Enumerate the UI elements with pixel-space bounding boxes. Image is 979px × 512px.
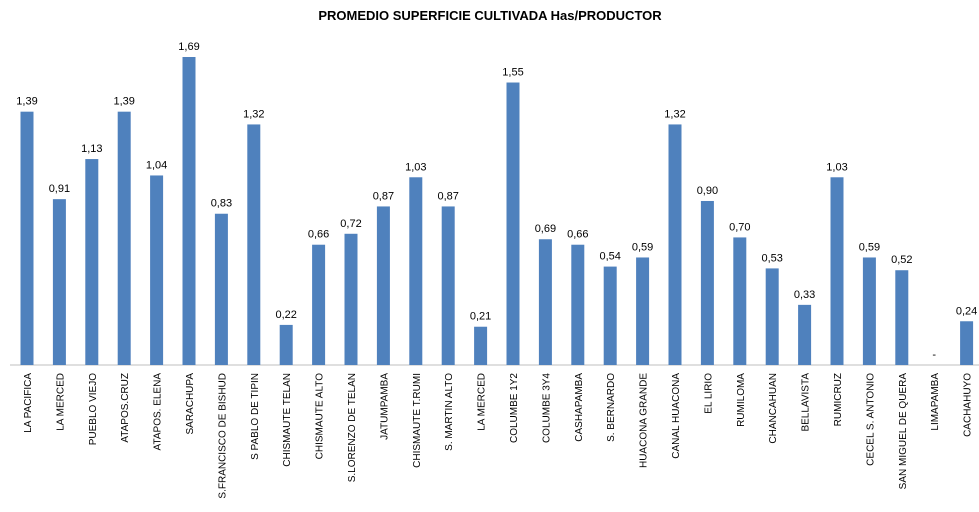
x-tick-label: SAN MIGUEL DE QUERA bbox=[898, 373, 909, 490]
bar bbox=[409, 177, 423, 365]
bar bbox=[312, 244, 326, 365]
data-label: 0,90 bbox=[697, 185, 718, 197]
bar bbox=[538, 239, 552, 365]
x-tick-label: ATAPOS. ELENA bbox=[153, 373, 164, 451]
bar bbox=[668, 124, 682, 366]
bar bbox=[117, 111, 131, 365]
bar bbox=[571, 244, 585, 365]
bar bbox=[798, 304, 812, 365]
x-tick-label: COLUMBE 3Y4 bbox=[541, 373, 552, 443]
data-label: 1,03 bbox=[405, 161, 426, 173]
data-label: 0,66 bbox=[567, 229, 588, 241]
bar bbox=[20, 111, 34, 365]
bar bbox=[344, 233, 358, 365]
x-tick-label: RUMILOMA bbox=[736, 373, 747, 427]
bar bbox=[506, 82, 520, 365]
data-label: 0,87 bbox=[373, 190, 394, 202]
x-tick-label: RUMICRUZ bbox=[833, 373, 844, 426]
x-tick-label: LA MERCED bbox=[477, 373, 488, 431]
data-label: 1,32 bbox=[243, 108, 264, 120]
x-tick-label: JATUMPAMBA bbox=[379, 373, 390, 440]
bar bbox=[85, 159, 99, 365]
data-label: 1,39 bbox=[16, 96, 37, 108]
bar bbox=[895, 270, 909, 365]
bar bbox=[376, 206, 390, 365]
data-label: 1,39 bbox=[113, 96, 134, 108]
data-label: 0,91 bbox=[49, 183, 70, 195]
data-label: 1,03 bbox=[826, 161, 847, 173]
x-tick-label: SARACHUPA bbox=[185, 373, 196, 435]
x-tick-label: ATAPOS.CRUZ bbox=[120, 373, 131, 443]
bar bbox=[862, 257, 876, 365]
x-tick-label: S PABLO DE TIPIN bbox=[250, 373, 261, 460]
data-label: 1,55 bbox=[502, 67, 523, 79]
data-label: 0,24 bbox=[956, 305, 977, 317]
x-tick-label: LA MERCED bbox=[55, 373, 66, 431]
bar bbox=[441, 206, 455, 365]
x-tick-label: LA PACIFICA bbox=[23, 373, 34, 433]
x-tick-label: HUACONA GRANDE bbox=[639, 373, 650, 468]
data-label: 1,32 bbox=[664, 108, 685, 120]
data-label: 0,72 bbox=[340, 218, 361, 230]
data-label: 0,59 bbox=[632, 241, 653, 253]
x-tick-label: CHISMAUTE TELAN bbox=[282, 373, 293, 467]
data-label: 0,53 bbox=[761, 252, 782, 264]
data-label: 0,70 bbox=[729, 221, 750, 233]
data-label: 1,69 bbox=[178, 41, 199, 53]
x-tick-label: S. BERNARDO bbox=[606, 373, 617, 442]
x-tick-label: S. MARTIN ALTO bbox=[444, 373, 455, 451]
bar bbox=[279, 324, 293, 365]
bar bbox=[700, 200, 714, 365]
data-label: 0,33 bbox=[794, 289, 815, 301]
bar bbox=[247, 124, 261, 366]
x-tick-label: PUEBLO VIEJO bbox=[88, 373, 99, 445]
data-label: 0,21 bbox=[470, 311, 491, 323]
data-label: 0,83 bbox=[211, 198, 232, 210]
data-label: 1,04 bbox=[146, 159, 167, 171]
data-label: 0,66 bbox=[308, 229, 329, 241]
x-tick-label: CANAL HUACONA bbox=[671, 373, 682, 459]
bar bbox=[214, 213, 228, 365]
bar bbox=[603, 266, 617, 365]
data-label: 0,69 bbox=[535, 223, 556, 235]
x-tick-label: CACHAHUYO bbox=[963, 373, 974, 437]
data-label: - bbox=[932, 349, 936, 361]
x-tick-label: CHISMAUTE T.RUMI bbox=[412, 373, 423, 468]
data-label: 0,22 bbox=[275, 309, 296, 321]
x-tick-label: EL LIRIO bbox=[703, 373, 714, 414]
bar bbox=[765, 268, 779, 365]
bar bbox=[960, 321, 974, 365]
data-label: 0,54 bbox=[599, 251, 620, 263]
bar bbox=[830, 177, 844, 365]
x-tick-label: CECEL S. ANTONIO bbox=[865, 373, 876, 466]
x-tick-label: CHANCAHUAN bbox=[768, 373, 779, 444]
data-label: 0,59 bbox=[859, 241, 880, 253]
data-label: 0,87 bbox=[437, 190, 458, 202]
bar bbox=[52, 199, 66, 365]
bar bbox=[150, 175, 164, 365]
data-label: 1,13 bbox=[81, 143, 102, 155]
bar bbox=[733, 237, 747, 365]
chart-title: PROMEDIO SUPERFICIE CULTIVADA Has/PRODUC… bbox=[318, 8, 662, 23]
x-tick-label: COLUMBE 1Y2 bbox=[509, 373, 520, 443]
data-label: 0,52 bbox=[891, 254, 912, 266]
x-tick-label: LIMAPAMBA bbox=[930, 373, 941, 431]
x-tick-label: S.LORENZO DE TELAN bbox=[347, 373, 358, 482]
x-tick-label: CHISMAUTE ALTO bbox=[315, 373, 326, 460]
x-tick-label: BELLAVISTA bbox=[801, 373, 812, 432]
bar bbox=[182, 57, 196, 365]
x-tick-label: S.FRANCISCO DE BISHUD bbox=[217, 373, 228, 499]
bar bbox=[474, 326, 488, 365]
bar bbox=[636, 257, 650, 365]
x-tick-label: CASHAPAMBA bbox=[574, 373, 585, 442]
